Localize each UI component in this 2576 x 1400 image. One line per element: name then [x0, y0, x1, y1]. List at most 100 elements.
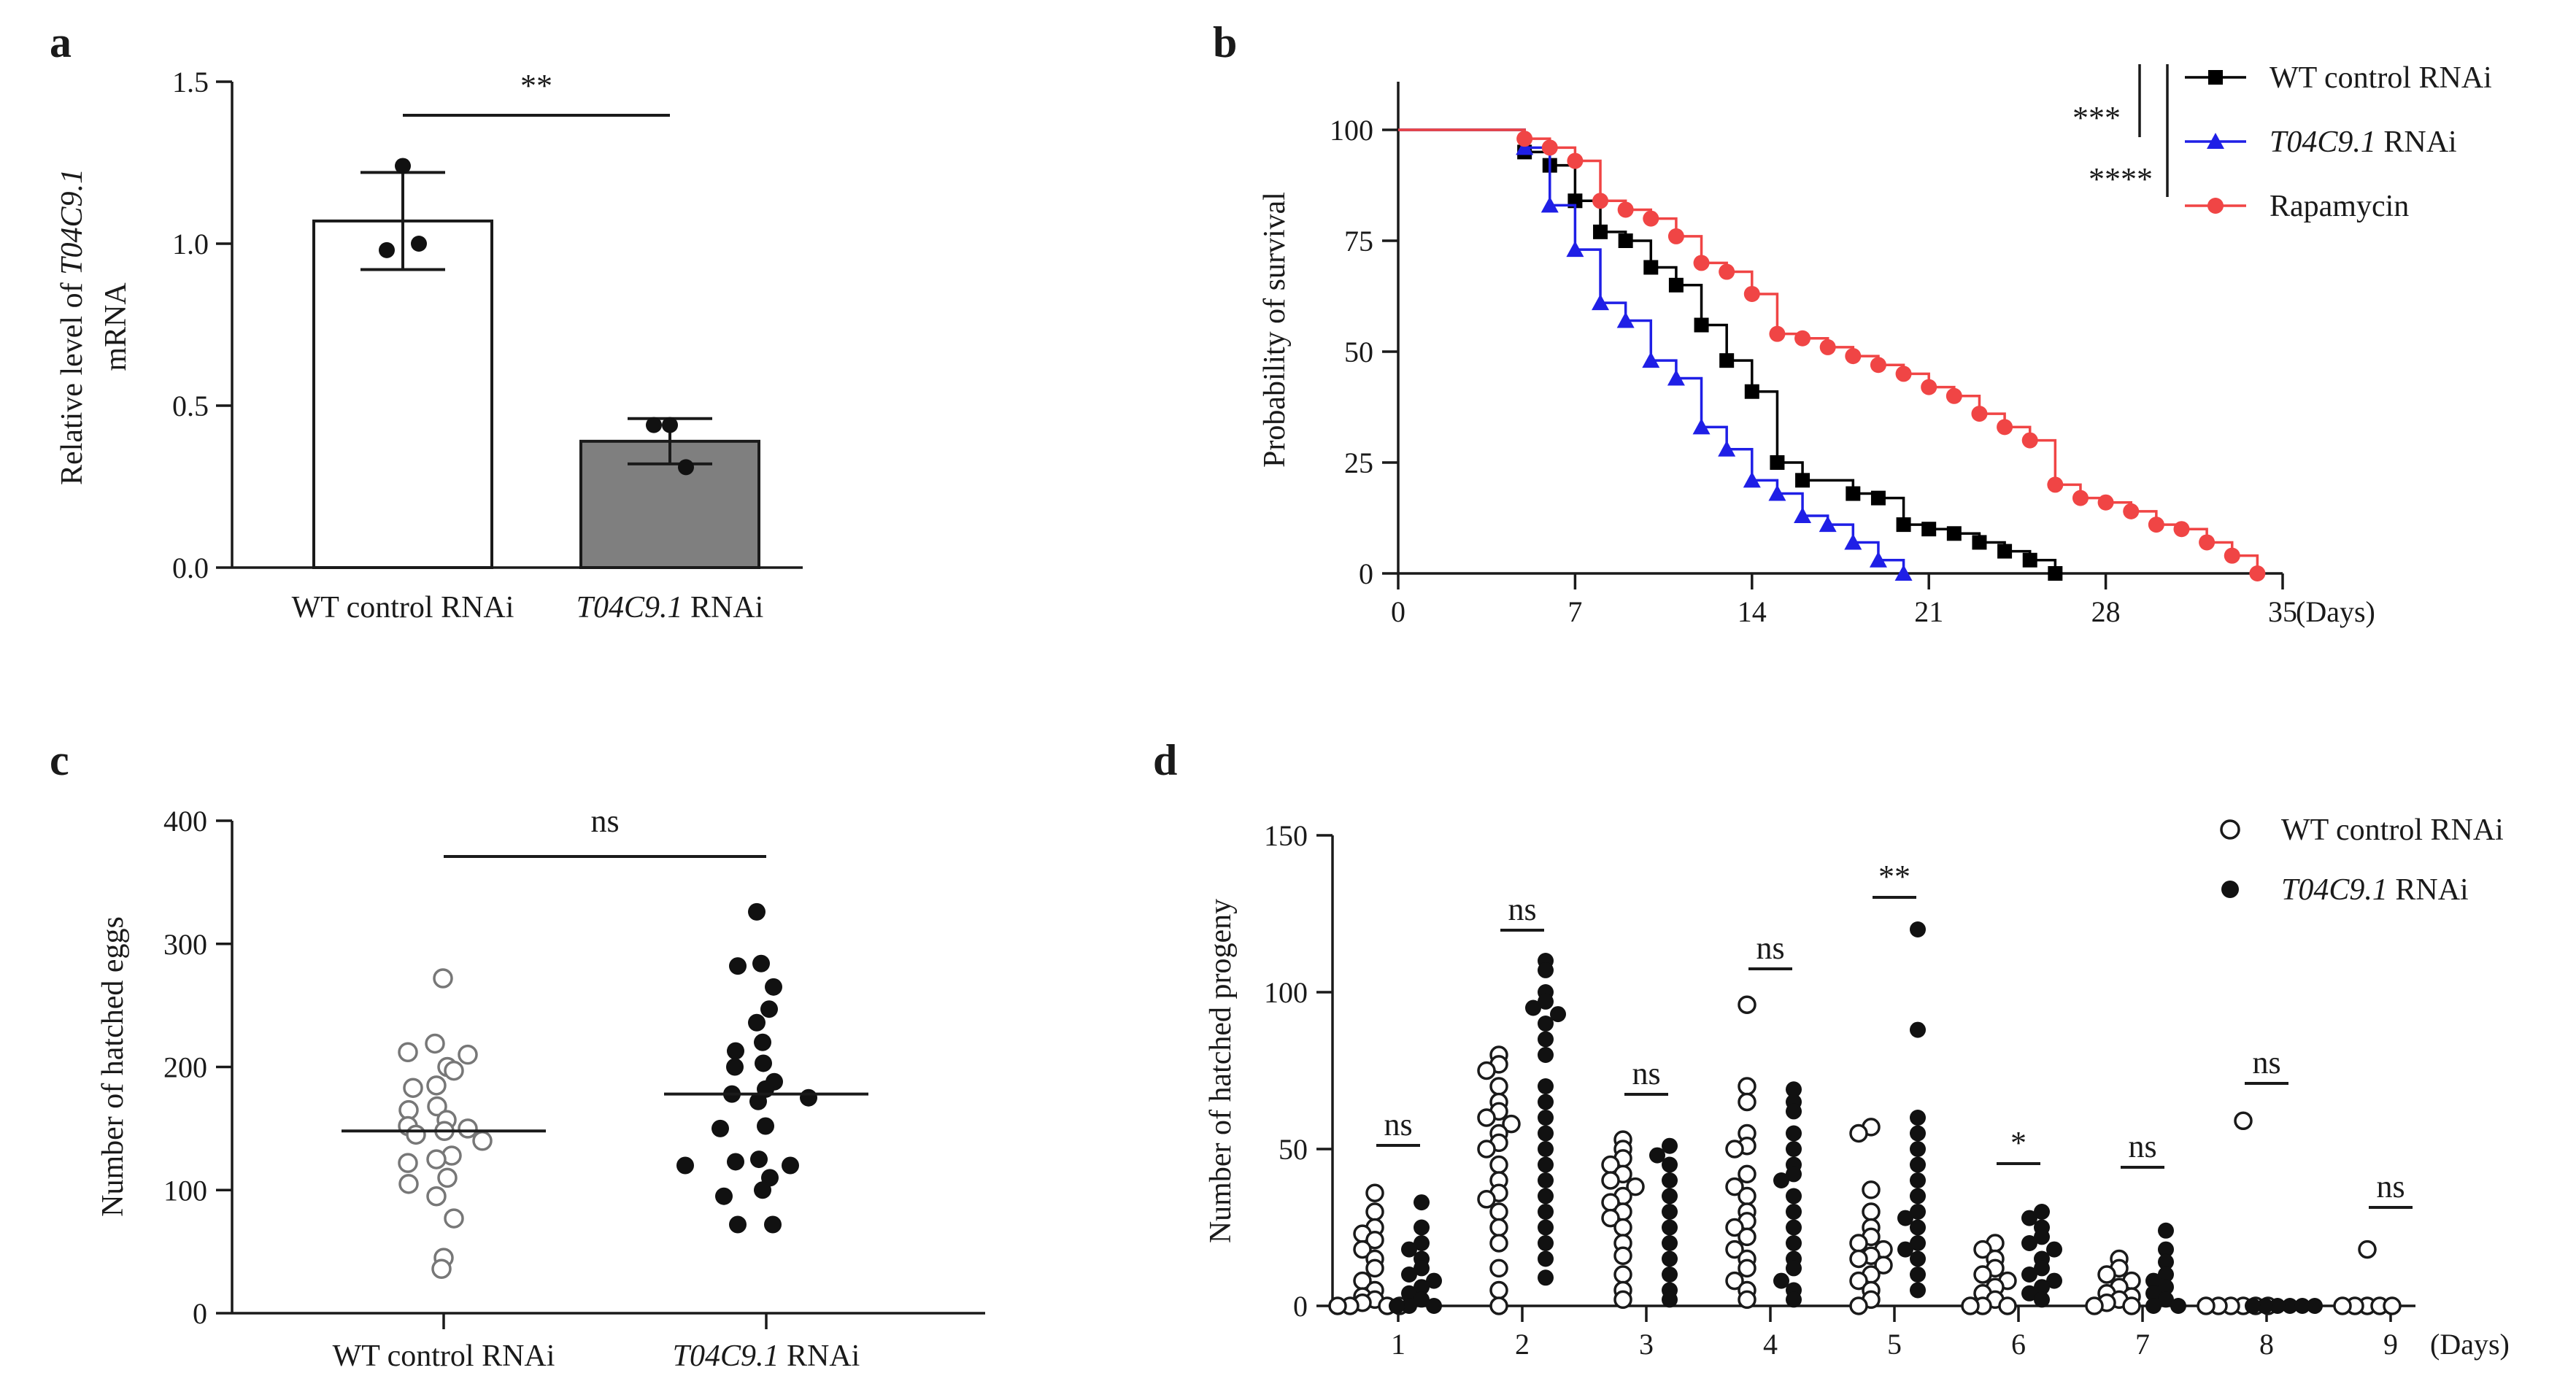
- marker-circle: [2072, 490, 2089, 506]
- data-point: [433, 968, 453, 989]
- data-point: [1662, 1204, 1678, 1220]
- data-point: [1414, 1291, 1430, 1308]
- data-point: [1910, 1125, 1926, 1142]
- marker-square: [1770, 455, 1785, 470]
- y-tick-label: 0.0: [172, 552, 209, 584]
- data-point: [1662, 1156, 1678, 1173]
- data-point: [1786, 1235, 1802, 1251]
- data-point: [662, 417, 678, 433]
- data-point: [406, 1124, 426, 1145]
- data-point: [1910, 1219, 1926, 1236]
- data-point: [1538, 1204, 1554, 1220]
- data-point: [1477, 1190, 1496, 1209]
- y-tick-label: 1.0: [172, 228, 209, 260]
- x-category-label: WT control RNAi: [333, 1339, 555, 1373]
- data-point: [2145, 1298, 2162, 1314]
- significance-label: ns: [1756, 930, 1784, 966]
- data-point: [2158, 1222, 2174, 1239]
- x-tick-label: 2: [1515, 1328, 1530, 1361]
- marker-triangle: [1794, 506, 1812, 523]
- marker-circle: [1617, 201, 1634, 218]
- data-point: [1738, 1077, 1756, 1096]
- data-point: [1389, 1298, 1405, 1314]
- data-point: [1365, 1258, 1384, 1278]
- data-point: [1613, 1265, 1632, 1284]
- panel-c-scatter-chart: 0 100 200 300 400 WT control RNAi T04C9.1 RNAi…: [96, 803, 985, 1373]
- data-point: [1910, 1156, 1926, 1173]
- data-point: [1538, 1016, 1554, 1032]
- data-point: [1538, 962, 1554, 978]
- marker-circle: [2173, 521, 2190, 538]
- significance-label: ns: [2376, 1169, 2405, 1204]
- marker-circle: [1819, 339, 1836, 355]
- data-point: [1874, 1256, 1893, 1275]
- data-point: [754, 1033, 771, 1051]
- data-point: [1662, 1219, 1678, 1236]
- data-point: [1897, 1210, 1913, 1226]
- data-point: [1738, 1258, 1756, 1278]
- data-point: [1910, 1204, 1926, 1220]
- data-point: [2034, 1279, 2050, 1296]
- data-point: [1786, 1166, 1802, 1183]
- data-point: [1365, 1183, 1384, 1202]
- legend-suffix: RNAi: [2388, 873, 2469, 907]
- significance-label: **: [520, 68, 552, 104]
- data-point: [458, 1118, 478, 1139]
- marker-circle: [1719, 263, 1735, 280]
- x-axis-label: (Days): [2430, 1328, 2510, 1361]
- data-point: [2307, 1298, 2323, 1314]
- x-category-label: WT control RNAi: [292, 591, 514, 624]
- data-point: [2234, 1111, 2253, 1131]
- marker-square: [1870, 490, 1886, 506]
- x-tick-label: 8: [2259, 1328, 2274, 1361]
- data-point: [755, 1054, 772, 1072]
- data-point: [444, 1060, 464, 1081]
- data-point: [1489, 1234, 1508, 1253]
- survival-line-1: [1398, 128, 2057, 573]
- data-point: [395, 158, 411, 174]
- data-point: [411, 236, 427, 252]
- y-axis-label: Number of hatched progeny: [1204, 899, 1238, 1243]
- data-point: [1725, 1239, 1744, 1259]
- data-point: [1910, 921, 1926, 937]
- data-point: [1662, 1172, 1678, 1188]
- data-point: [1849, 1249, 1868, 1269]
- marker-circle: [1794, 330, 1811, 347]
- data-point: [1626, 1177, 1645, 1196]
- legend-marker-circle: [2207, 198, 2224, 214]
- data-point: [2158, 1266, 2174, 1283]
- data-point: [765, 978, 782, 996]
- data-point: [2170, 1298, 2186, 1314]
- data-point: [2021, 1235, 2037, 1251]
- data-point: [427, 1096, 447, 1117]
- data-point: [1662, 1250, 1678, 1267]
- marker-square: [1972, 535, 1987, 550]
- marker-circle: [1667, 228, 1684, 244]
- legend-suffix: RNAi: [2376, 125, 2457, 159]
- y-axis-label: Relative level of T04C9.1: [55, 169, 89, 485]
- data-point: [757, 1117, 774, 1135]
- marker-circle: [1693, 255, 1710, 271]
- data-point: [1353, 1239, 1372, 1259]
- y-tick-label: 400: [163, 805, 207, 838]
- x-tick-label: 3: [1639, 1328, 1654, 1361]
- data-point: [2034, 1260, 2050, 1277]
- panel-b-survival-chart: 0 25 50 75 100 0 7 14 21 28 35(Days) Probability of…: [1258, 61, 2492, 628]
- data-point: [1489, 1202, 1508, 1221]
- marker-circle: [1541, 139, 1558, 156]
- data-point: [1725, 1271, 1744, 1291]
- legend-label: WT control RNAi: [2281, 813, 2504, 847]
- data-point: [1477, 1108, 1496, 1127]
- data-point: [1538, 1188, 1554, 1204]
- data-point: [729, 1215, 747, 1234]
- x-category-suffix: RNAi: [779, 1339, 860, 1373]
- data-point: [1738, 1227, 1756, 1247]
- data-point: [1961, 1296, 1980, 1315]
- data-point: [1426, 1298, 1442, 1314]
- marker-circle: [1845, 348, 1862, 365]
- data-point: [1786, 1141, 1802, 1157]
- legend-italic: T04C9.1: [2281, 873, 2388, 907]
- data-point: [729, 957, 747, 975]
- x-category-suffix: RNAi: [683, 591, 764, 624]
- data-point: [1550, 1006, 1566, 1023]
